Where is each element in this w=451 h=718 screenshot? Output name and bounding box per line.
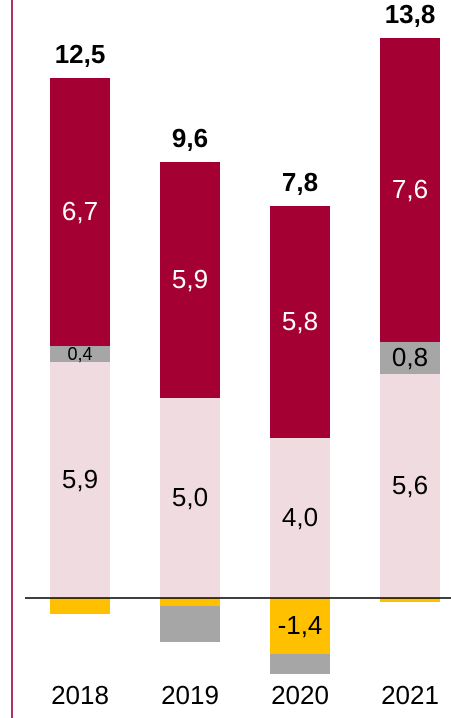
bar-segment (50, 346, 110, 362)
bar-segment (380, 342, 440, 374)
bar-segment (50, 362, 110, 598)
value-label: 0,8 (392, 342, 428, 372)
bar-segment (160, 606, 220, 642)
bar-segment (380, 38, 440, 342)
value-label: 4,0 (282, 502, 318, 532)
total-label: 7,8 (282, 167, 318, 197)
value-label: 5,6 (392, 470, 428, 500)
bar-segment (160, 162, 220, 398)
total-label: 9,6 (172, 123, 208, 153)
total-label: 13,8 (385, 0, 436, 29)
value-label: 5,0 (172, 482, 208, 512)
bar-segment (380, 374, 440, 598)
value-label: 6,7 (62, 196, 98, 226)
x-tick-label: 2020 (271, 680, 329, 710)
value-label: 0,4 (67, 344, 92, 364)
bar-segment (270, 654, 330, 674)
bar-segment (50, 598, 110, 614)
total-label: 12,5 (55, 39, 106, 69)
value-label: -1,4 (278, 610, 323, 640)
value-label: 5,8 (282, 306, 318, 336)
value-label: 5,9 (172, 264, 208, 294)
bar-segment (270, 438, 330, 598)
value-label: 7,6 (392, 174, 428, 204)
value-label: 5,9 (62, 464, 98, 494)
x-tick-label: 2018 (51, 680, 109, 710)
bar-segment (270, 206, 330, 438)
x-tick-label: 2021 (381, 680, 439, 710)
bar-segment (160, 598, 220, 606)
bar-segment (50, 78, 110, 346)
bar-segment (160, 398, 220, 598)
bar-segment (380, 598, 440, 602)
bar-segment (270, 598, 330, 654)
x-tick-label: 2019 (161, 680, 219, 710)
